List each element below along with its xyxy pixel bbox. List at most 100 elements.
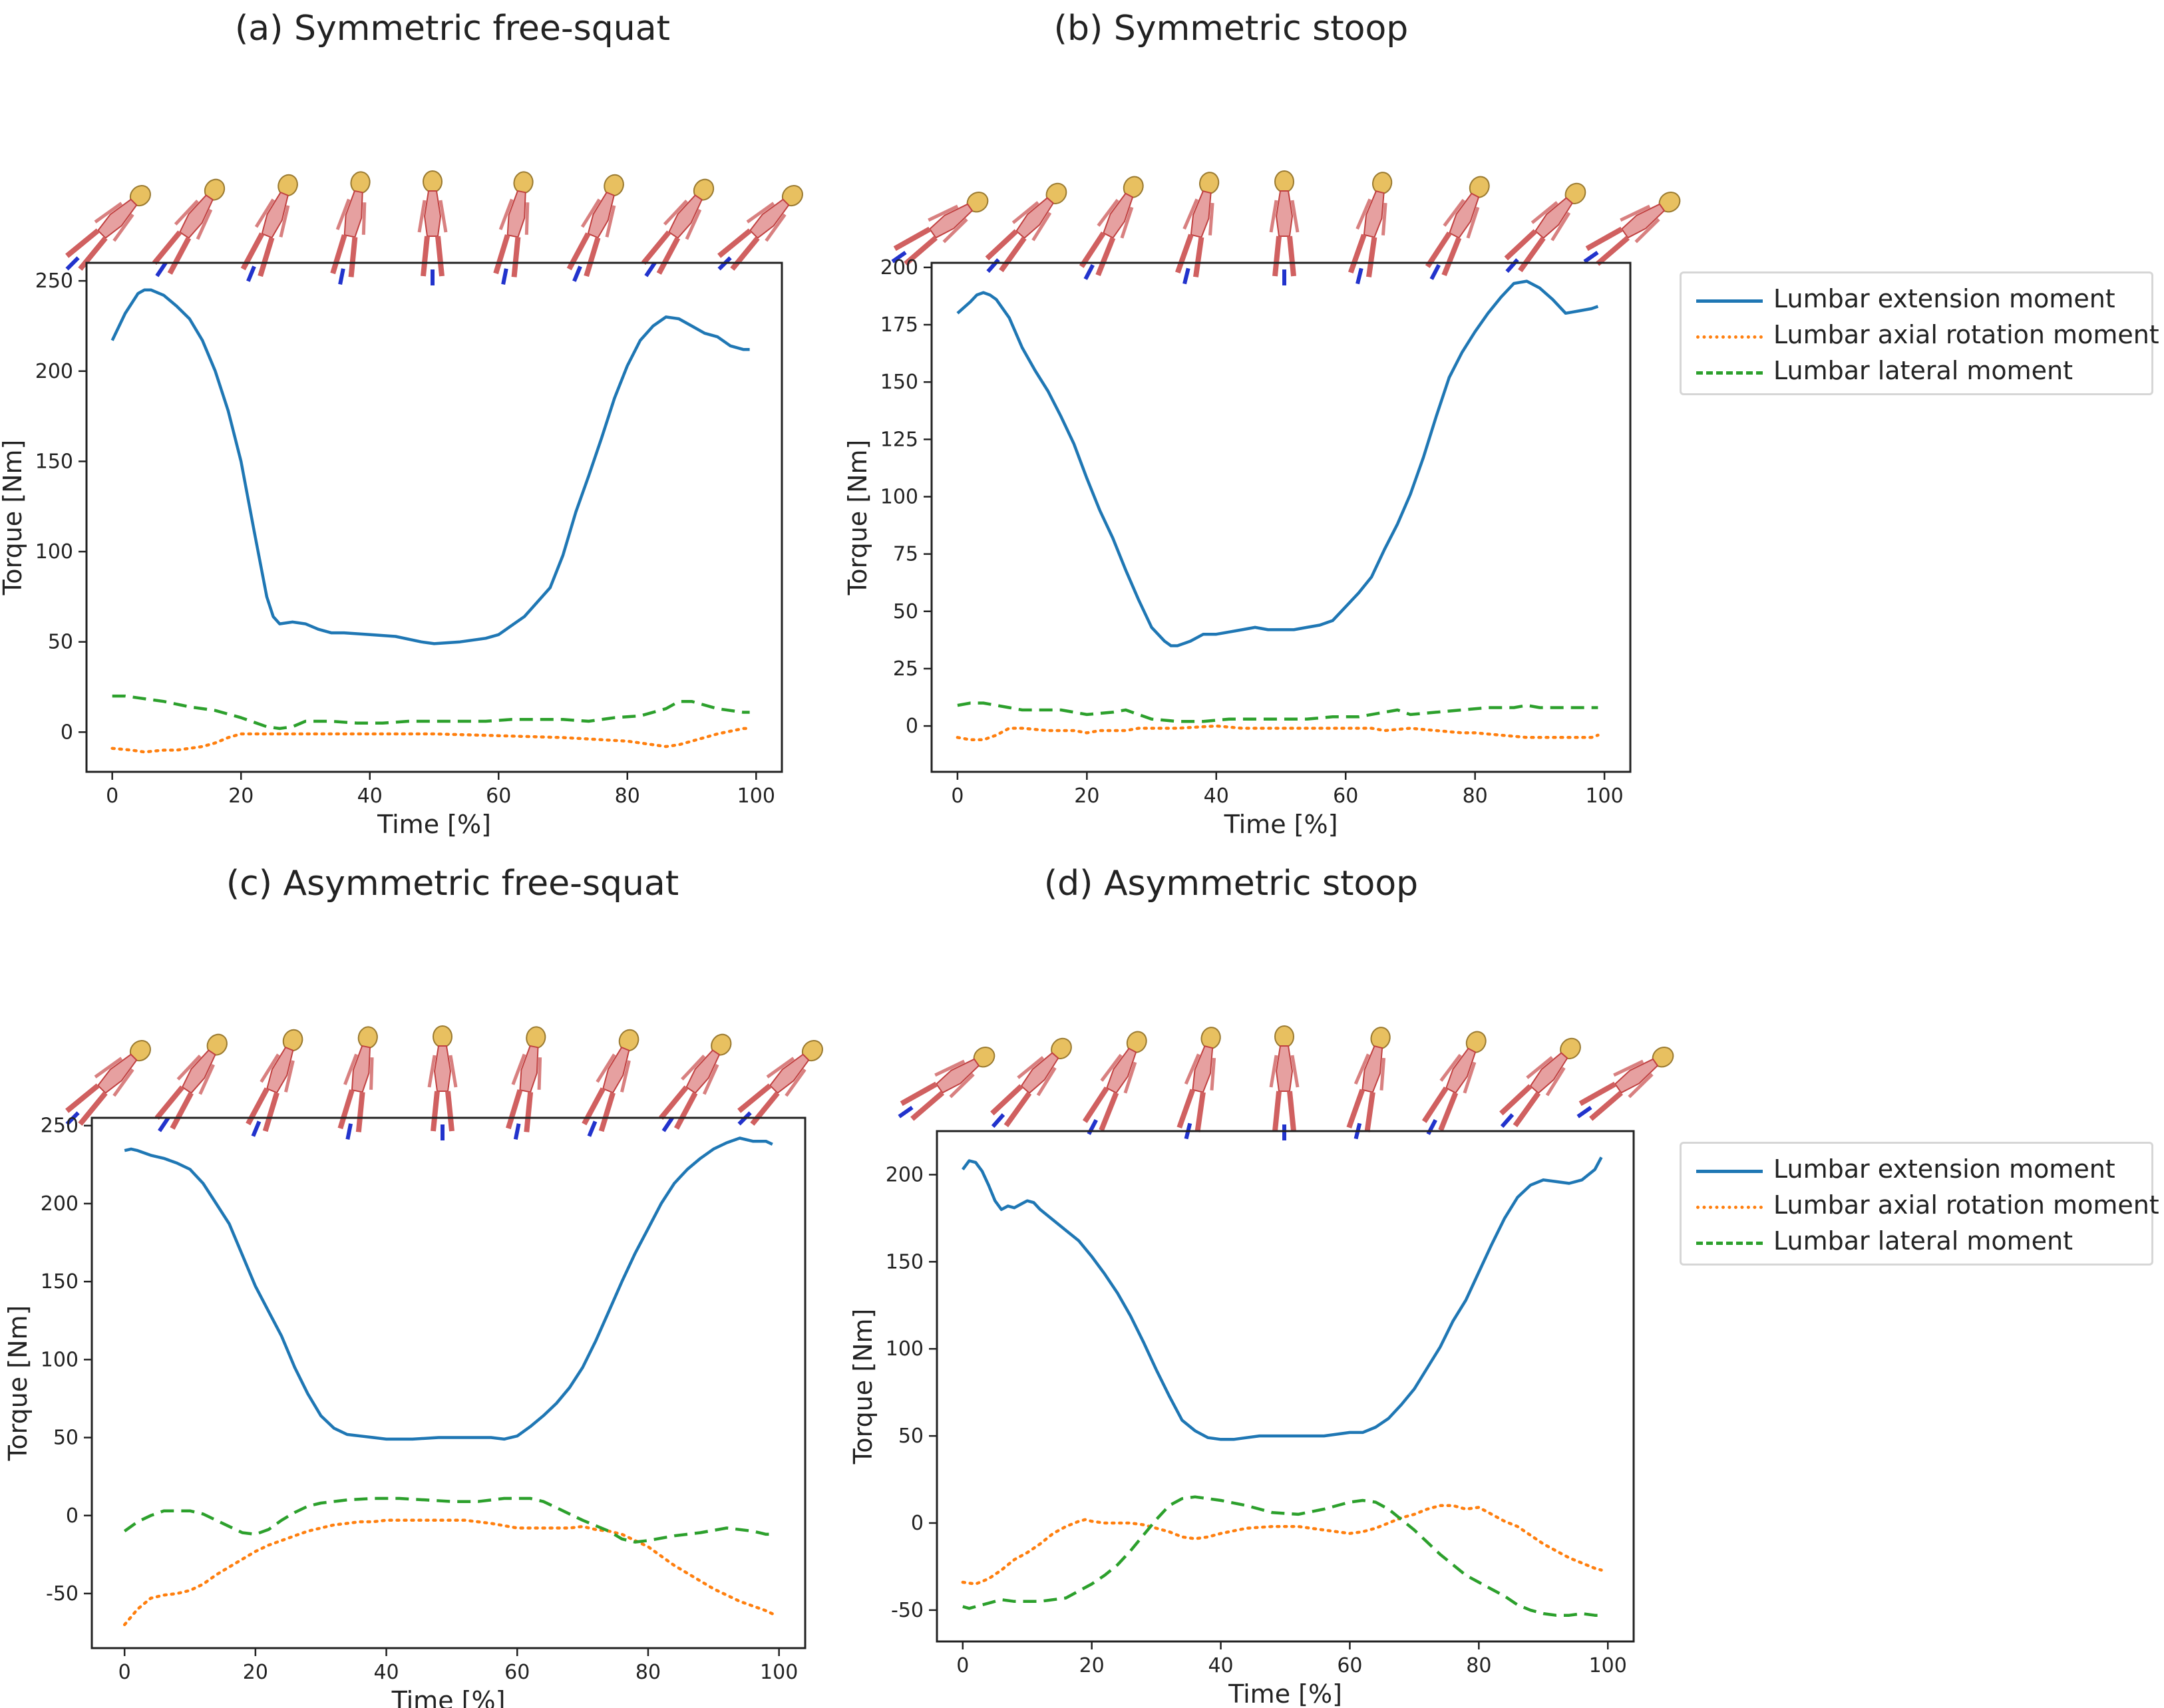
series-lines-d [961,1156,1603,1617]
musculoskeletal-model-icon [1271,1026,1298,1140]
x-tick-label: 60 [1337,1654,1362,1677]
y-tick-label: 150 [886,1250,924,1274]
x-tick-label: 60 [504,1661,530,1684]
musculoskeletal-model-icon [1577,185,1686,272]
series-lines-c [122,1136,775,1627]
x-tick-label: 0 [118,1661,131,1684]
y-tick-label: 200 [35,360,73,383]
series-line-lateral-a [112,694,750,731]
x-tick-label: 20 [1079,1654,1105,1677]
legend-item-extension: Lumbar extension moment [1682,1152,2151,1188]
x-tick-label: 80 [615,784,640,808]
x-tick-label: 80 [1463,784,1488,808]
series-line-axial-rotation-b [956,724,1600,742]
series-line-extension-d [961,1156,1603,1441]
legend-label-axial: Lumbar axial rotation moment [1773,1190,2159,1220]
legend-label-lateral: Lumbar lateral moment [1773,356,2074,385]
y-tick-label: 75 [893,543,918,566]
x-tick-label: 80 [635,1661,661,1684]
x-tick-label: 40 [357,784,383,808]
y-tick-label: -50 [891,1599,924,1622]
musculoskeletal-model-icon [983,1032,1078,1136]
x-axis-label-c: Time [%] [391,1686,506,1708]
musculoskeletal-model-icon [1419,172,1496,285]
legend-swatch-axial [1696,335,1763,339]
musculoskeletal-model-icon [562,170,630,286]
panel-c-title: (c) Asymmetric free-squat [226,864,679,904]
musculoskeletal-model-icon [490,170,538,287]
series-line-extension-b [956,279,1599,647]
y-ticks-c: -50 0 50 100 150 200 250 [41,1114,92,1606]
musculoskeletal-model-icon [146,174,232,283]
y-tick-label: 50 [898,1425,924,1448]
legend-swatch-lateral [1696,371,1763,375]
x-tick-label: 20 [243,1661,268,1684]
y-tick-label: 50 [893,600,918,623]
y-axis-label-a: Torque [Nm] [0,440,27,596]
series-lines-a [110,288,751,754]
y-ticks-b: 0 25 50 75 100 125 150 175 200 [880,256,932,738]
y-tick-label: -50 [46,1582,79,1606]
legend-label-extension: Lumbar extension moment [1773,1154,2115,1184]
legend-item-axial: Lumbar axial rotation moment [1682,317,2159,353]
y-tick-label: 200 [880,256,918,279]
series-line-lateral-b [957,701,1598,723]
musculoskeletal-model-icon [1271,171,1298,285]
y-tick-label: 100 [886,1337,924,1361]
legend-swatch-extension [1696,1170,1763,1173]
legend-label-lateral: Lumbar lateral moment [1773,1226,2074,1256]
skeleton-strip-b [885,170,1686,287]
musculoskeletal-model-icon [1172,170,1225,287]
x-axis-label-d: Time [%] [1228,1679,1342,1708]
series-line-lateral-d [962,1495,1602,1617]
x-tick-label: 0 [951,784,964,808]
panel-a-title: (a) Symmetric free-squat [235,9,670,49]
y-tick-label: 100 [41,1348,79,1371]
y-tick-label: 125 [880,428,918,451]
y-tick-label: 200 [41,1192,79,1216]
x-tick-label: 100 [1589,1654,1627,1677]
x-tick-label: 100 [1585,784,1623,808]
panel-a: (a) Symmetric free-squat 0 20 40 60 80 100 0 5… [0,9,809,839]
y-tick-label: 150 [41,1270,79,1293]
legend-swatch-axial [1696,1206,1763,1209]
musculoskeletal-model-icon [236,170,304,286]
musculoskeletal-model-icon [577,1025,645,1141]
x-tick-label: 60 [486,784,511,808]
skeleton-strip-a [57,170,809,287]
musculoskeletal-model-icon [1492,1032,1587,1136]
legend-item-extension: Lumbar extension moment [1682,281,2151,317]
musculoskeletal-model-icon [429,1026,456,1140]
panel-d: (d) Asymmetric stoop 0 20 40 60 80 100 -50 0 50… [848,864,1680,1708]
musculoskeletal-model-icon [335,1025,383,1142]
series-line-axial-rotation-c [122,1518,775,1627]
series-line-extension-c [124,1136,773,1441]
y-tick-label: 0 [911,1512,924,1535]
musculoskeletal-model-icon [1073,172,1150,285]
x-tick-label: 20 [1074,784,1099,808]
y-ticks-d: -50 0 50 100 150 200 [886,1163,937,1622]
musculoskeletal-model-icon [1173,1025,1226,1142]
musculoskeletal-model-icon [635,174,721,283]
series-line-axial-rotation-a [110,727,751,754]
x-tick-label: 0 [956,1654,969,1677]
musculoskeletal-model-icon [241,1025,309,1141]
musculoskeletal-model-icon [327,170,375,287]
x-axis-label-b: Time [%] [1224,810,1338,839]
x-tick-label: 80 [1466,1654,1491,1677]
musculoskeletal-model-icon [1416,1027,1493,1140]
legend-bottom: Lumbar extension moment Lumbar axial rot… [1680,1142,2159,1266]
legend-item-axial: Lumbar axial rotation moment [1682,1188,2159,1224]
y-tick-label: 250 [35,269,73,293]
musculoskeletal-model-icon [978,177,1073,281]
x-ticks-c: 0 20 40 60 80 100 [118,1648,798,1684]
panel-b: (b) Symmetric stoop 0 20 40 60 80 100 0 25 50 75… [843,9,1686,839]
x-ticks-d: 0 20 40 60 80 100 [956,1641,1627,1677]
series-line-axial-rotation-d [961,1504,1603,1586]
x-ticks-a: 0 20 40 60 80 100 [106,772,775,808]
plot-frame-d [936,1130,1635,1643]
legend-item-lateral: Lumbar lateral moment [1682,1224,2151,1260]
plot-frame-c [90,1116,807,1649]
x-tick-label: 40 [1208,1654,1233,1677]
